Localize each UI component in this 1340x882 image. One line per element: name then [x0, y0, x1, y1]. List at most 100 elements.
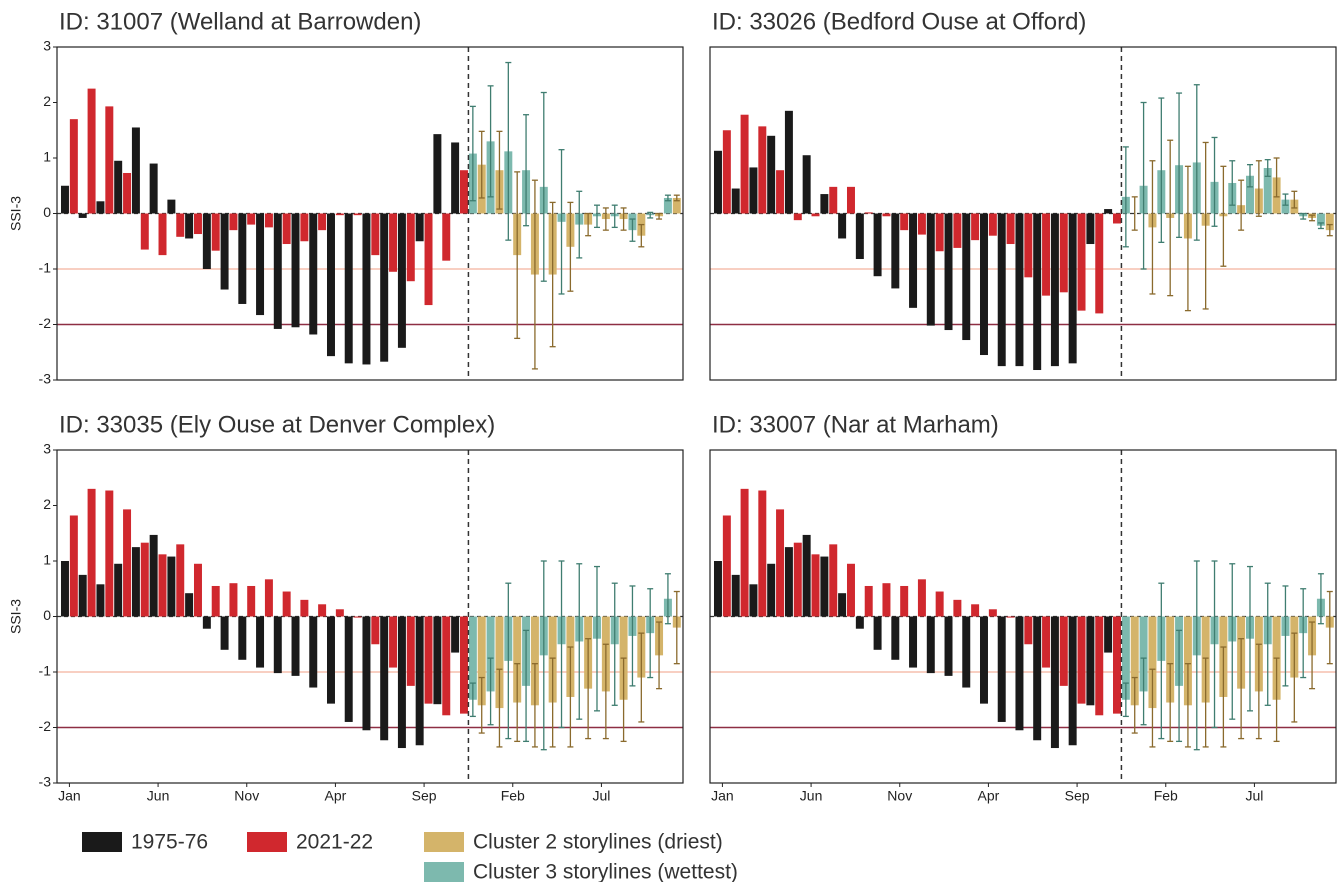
bar — [811, 213, 820, 217]
bar — [953, 599, 962, 617]
error-bar — [1193, 84, 1200, 241]
bar — [1077, 616, 1086, 704]
error-bar — [656, 621, 663, 690]
legend-label: 1975-76 — [131, 831, 208, 854]
bar — [1139, 616, 1148, 692]
error-bar — [1211, 560, 1218, 729]
bar — [900, 585, 909, 617]
error-bar — [1202, 657, 1209, 748]
bar — [353, 616, 362, 618]
bar — [784, 547, 793, 617]
x-tick-label: Jun — [800, 788, 823, 804]
bar — [962, 213, 971, 341]
bar — [1077, 213, 1086, 311]
bar — [60, 185, 69, 214]
bar — [238, 616, 247, 660]
plot-frame — [709, 46, 1337, 381]
bar — [424, 213, 433, 306]
error-bar — [673, 194, 680, 202]
bar — [935, 213, 944, 252]
bar — [202, 213, 211, 269]
error-bar — [469, 105, 476, 202]
error-bar — [487, 85, 494, 198]
bar — [944, 616, 953, 676]
error-bar — [567, 646, 574, 748]
bar — [406, 213, 415, 282]
bar — [1068, 616, 1077, 746]
error-bar — [664, 573, 671, 625]
bar — [740, 114, 749, 214]
y-axis-label: SSI-3 — [8, 196, 24, 231]
error-bar — [656, 212, 663, 220]
bar — [140, 213, 149, 250]
bar — [238, 213, 247, 304]
bar — [326, 213, 335, 357]
legend-label: Cluster 2 storylines (driest) — [473, 831, 723, 854]
error-bar — [620, 657, 627, 743]
bar — [979, 616, 988, 704]
error-bar — [469, 682, 476, 718]
bar — [451, 142, 460, 214]
panel: ID: 31007 (Welland at Barrowden) SSI-3 -3 -… — [8, 8, 684, 387]
bar — [846, 186, 855, 214]
bar — [979, 213, 988, 356]
bar — [513, 616, 522, 703]
bar — [397, 616, 406, 749]
chart-title: ID: 33026 (Bedford Ouse at Offord) — [712, 8, 1086, 35]
error-bar — [1158, 582, 1165, 740]
bar — [264, 579, 273, 617]
bar — [459, 170, 468, 214]
bar — [917, 579, 926, 617]
bar — [1059, 213, 1068, 293]
bar — [873, 616, 882, 650]
error-bar — [558, 560, 565, 729]
bar — [917, 213, 926, 235]
bar — [1015, 616, 1024, 731]
bar — [309, 213, 318, 335]
bar — [326, 616, 335, 704]
y-tick-label: -3 — [39, 774, 52, 790]
bar — [202, 616, 211, 629]
error-bar — [1246, 565, 1253, 712]
bar — [220, 616, 229, 650]
bar — [820, 556, 829, 617]
bar — [926, 213, 935, 326]
legend-label: Cluster 3 storylines (wettest) — [473, 861, 738, 882]
error-bar — [1229, 563, 1236, 720]
bar — [1112, 213, 1121, 224]
error-bar — [1282, 193, 1289, 206]
bar — [820, 194, 829, 214]
error-bar — [1309, 621, 1316, 690]
bar — [78, 574, 87, 617]
error-bar — [638, 632, 645, 723]
error-bar — [1246, 164, 1253, 188]
error-bar — [505, 582, 512, 740]
bar — [749, 584, 758, 617]
bar — [722, 515, 731, 617]
bar — [1166, 616, 1175, 703]
bar — [1148, 616, 1157, 709]
bar — [776, 170, 785, 214]
error-bar — [1184, 663, 1191, 748]
y-tick-label: 2 — [43, 93, 51, 109]
x-tick-label: Sep — [412, 788, 437, 804]
bar — [273, 213, 282, 329]
error-bar — [1273, 657, 1280, 743]
error-bar — [567, 201, 574, 292]
bar — [784, 110, 793, 214]
legend-swatch — [424, 862, 464, 882]
bar — [389, 213, 398, 272]
error-bar — [1122, 682, 1129, 718]
bar — [371, 213, 380, 256]
bar — [1112, 616, 1121, 714]
bar — [740, 488, 749, 617]
bar — [530, 616, 539, 706]
bar — [291, 616, 300, 676]
x-tick-label: Jan — [711, 788, 734, 804]
y-tick-label: -2 — [39, 315, 52, 331]
bar — [193, 213, 202, 235]
error-bar — [593, 565, 600, 712]
legend-swatch — [247, 832, 287, 852]
error-bar — [1140, 101, 1147, 270]
error-bar — [593, 204, 600, 229]
